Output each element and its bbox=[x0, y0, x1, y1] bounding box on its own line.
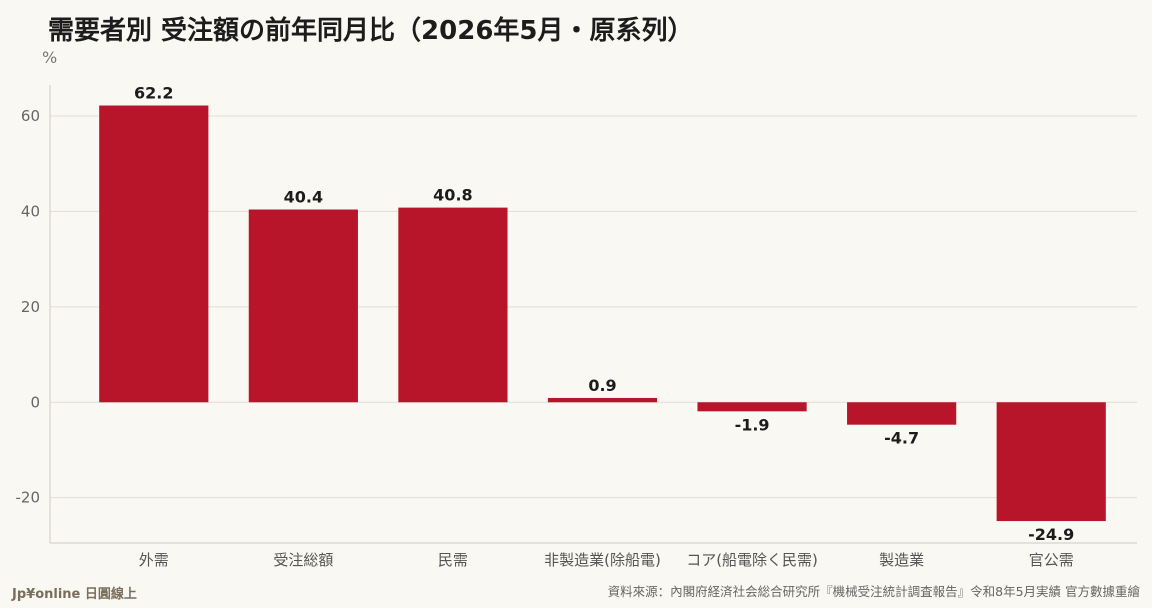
y-tick-label: -20 bbox=[16, 489, 41, 507]
bar bbox=[248, 209, 358, 403]
y-axis-unit: % bbox=[42, 48, 58, 67]
bar bbox=[847, 402, 957, 425]
source-note: 資料來源：內閣府経済社会総合研究所『機械受注統計調査報告』令和8年5月実績 官方… bbox=[607, 584, 1140, 599]
bar bbox=[996, 402, 1106, 522]
x-tick-label: 外需 bbox=[139, 551, 169, 569]
data-label: -1.9 bbox=[735, 415, 770, 434]
x-tick-label: 非製造業(除船電) bbox=[544, 551, 661, 569]
bar bbox=[697, 402, 807, 412]
data-label: 40.4 bbox=[284, 188, 323, 207]
data-label: -24.9 bbox=[1028, 525, 1074, 544]
chart-title: 需要者別 受注額の前年同月比（2026年5月・原系列） bbox=[48, 16, 694, 46]
x-tick-label: 受注総額 bbox=[273, 551, 333, 569]
data-label: 40.8 bbox=[433, 186, 472, 205]
x-tick-label: 民需 bbox=[438, 551, 468, 569]
y-tick-label: 40 bbox=[21, 202, 40, 220]
bar bbox=[398, 207, 508, 403]
y-tick-label: 60 bbox=[21, 107, 40, 125]
y-tick-label: 20 bbox=[21, 298, 40, 316]
bar bbox=[99, 105, 209, 403]
brand-label: Jp¥online 日圓線上 bbox=[12, 587, 137, 602]
x-tick-label: 官公需 bbox=[1029, 551, 1074, 569]
y-tick-label: 0 bbox=[30, 393, 40, 411]
data-label: 0.9 bbox=[588, 376, 616, 395]
x-tick-label: コア(船電除く民需) bbox=[686, 551, 818, 569]
bar bbox=[547, 397, 658, 403]
x-tick-label: 製造業 bbox=[879, 551, 924, 569]
data-label: 62.2 bbox=[134, 84, 173, 103]
data-label: -4.7 bbox=[884, 429, 919, 448]
